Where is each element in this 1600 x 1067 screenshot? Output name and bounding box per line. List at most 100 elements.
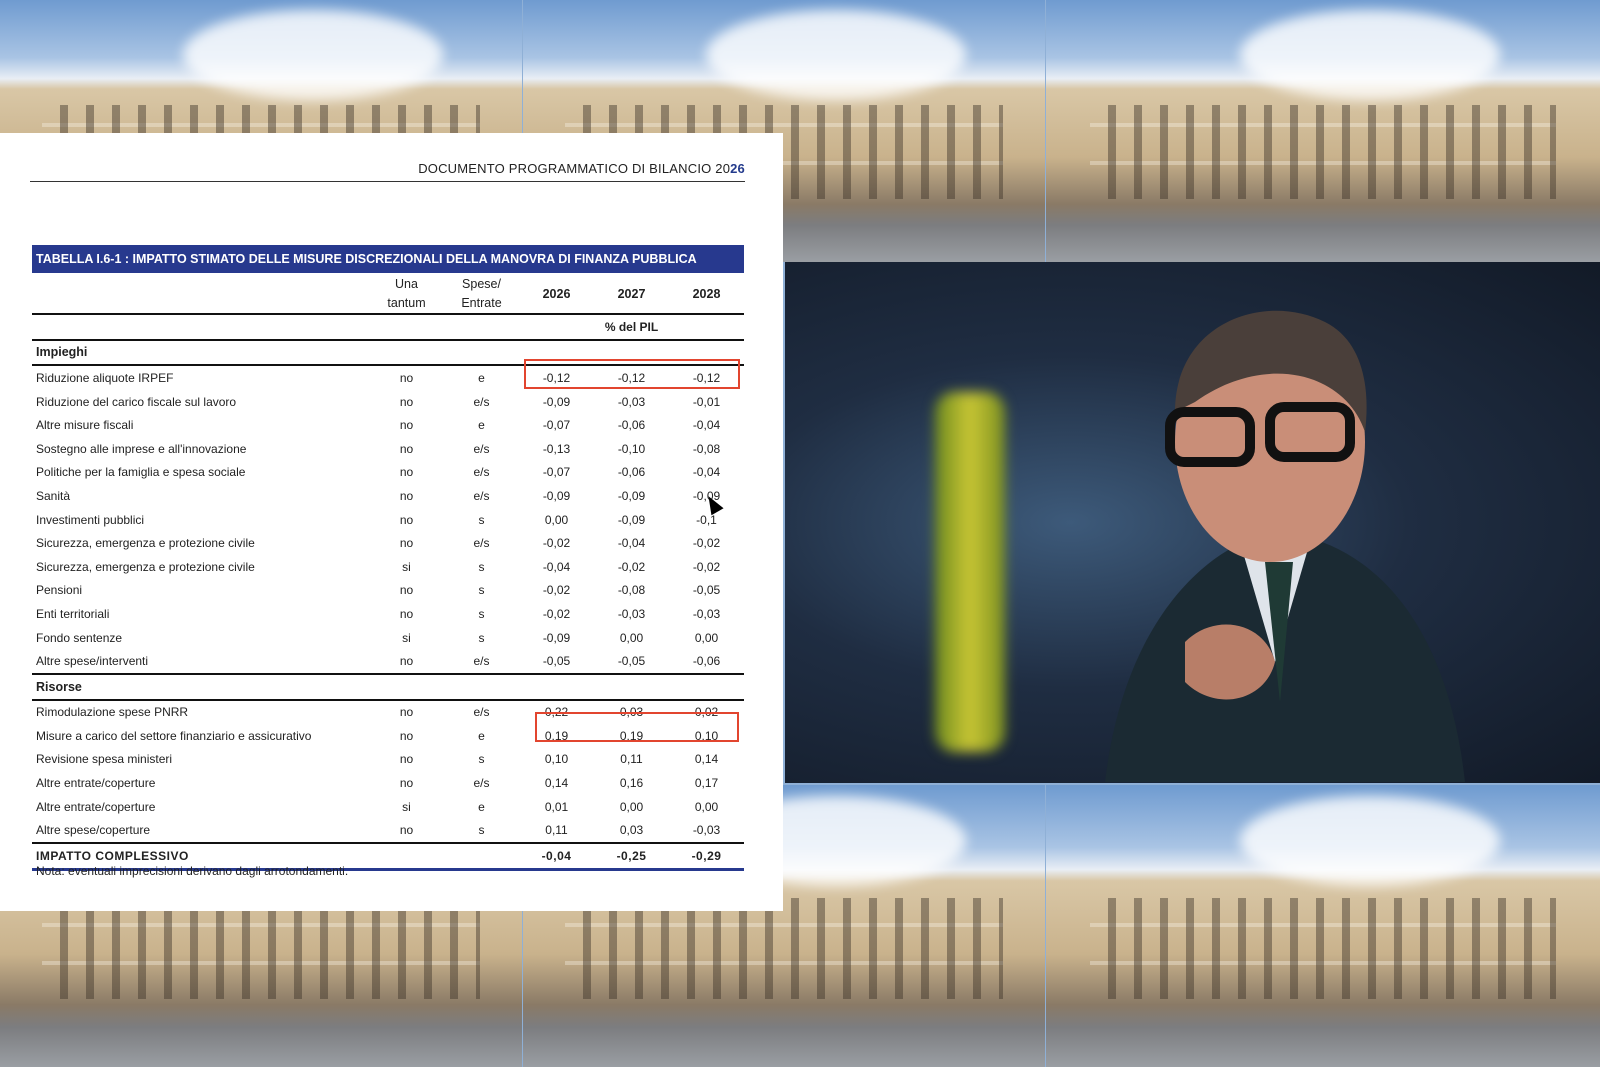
value-cell-2026: 0,00 bbox=[544, 512, 569, 527]
value-cell-2026: -0,07 bbox=[542, 465, 571, 480]
section-title: Impieghi bbox=[36, 345, 88, 360]
value-cell-2027: -0,12 bbox=[617, 370, 646, 385]
total-label: IMPATTO COMPLESSIVO bbox=[36, 848, 189, 863]
una-tantum-cell: si bbox=[402, 799, 411, 814]
spese-entrate-cell: e bbox=[478, 799, 485, 814]
spese-entrate-cell: e/s bbox=[473, 536, 490, 551]
value-cell-2028: 0,10 bbox=[694, 728, 719, 743]
value-cell-2028: -0,08 bbox=[692, 441, 721, 456]
value-cell-2028: -0,06 bbox=[692, 654, 721, 669]
row-label: Sicurezza, emergenza e protezione civile bbox=[36, 559, 255, 574]
value-cell-2028: 0,14 bbox=[694, 752, 719, 767]
una-tantum-cell: si bbox=[402, 630, 411, 645]
una-tantum-cell: si bbox=[402, 559, 411, 574]
una-tantum-cell: no bbox=[399, 823, 414, 838]
table-row: Sicurezza, emergenza e protezione civile… bbox=[32, 531, 744, 555]
value-cell-2027: 0,11 bbox=[620, 752, 643, 767]
table-row: Altre entrate/coperture no e/s 0,14 0,16 0,17 bbox=[32, 771, 744, 795]
total-row: IMPATTO COMPLESSIVO -0,04 -0,25 -0,29 bbox=[32, 843, 744, 870]
value-cell-2028: 0,17 bbox=[694, 776, 719, 791]
total-value-2027: -0,25 bbox=[616, 848, 647, 863]
value-cell-2026: -0,07 bbox=[542, 418, 571, 433]
value-cell-2026: -0,09 bbox=[542, 488, 571, 503]
table-row: Revisione spesa ministeri no s 0,10 0,11 0,14 bbox=[32, 748, 744, 772]
value-cell-2027: -0,02 bbox=[617, 559, 646, 574]
row-label: Altre spese/interventi bbox=[36, 654, 149, 669]
row-label: Investimenti pubblici bbox=[36, 512, 145, 527]
total-value-2026: -0,04 bbox=[541, 848, 572, 863]
row-label: Sicurezza, emergenza e protezione civile bbox=[36, 536, 255, 551]
row-label: Altre entrate/coperture bbox=[36, 776, 156, 791]
spese-entrate-cell: e/s bbox=[473, 441, 490, 456]
spese-entrate-cell: s bbox=[478, 630, 485, 645]
value-cell-2026: -0,13 bbox=[542, 441, 571, 456]
spese-entrate-cell: s bbox=[478, 512, 485, 527]
value-cell-2027: -0,04 bbox=[617, 536, 646, 551]
value-cell-2028: -0,02 bbox=[692, 559, 721, 574]
value-cell-2026: -0,02 bbox=[542, 536, 571, 551]
document-header-text: DOCUMENTO PROGRAMMATICO DI BILANCIO 20 bbox=[418, 161, 731, 176]
value-cell-2026: 0,01 bbox=[544, 799, 569, 814]
row-label: Altre spese/coperture bbox=[36, 823, 151, 838]
spese-entrate-cell: e/s bbox=[473, 776, 490, 791]
value-cell-2027: -0,03 bbox=[617, 394, 646, 409]
man-portrait-illustration bbox=[1105, 310, 1465, 782]
budget-document-page: DOCUMENTO PROGRAMMATICO DI BILANCIO 2026… bbox=[0, 133, 783, 911]
value-cell-2026: 0,19 bbox=[544, 728, 569, 743]
table-row: Riduzione aliquote IRPEF no e -0,12 -0,12 -0,… bbox=[32, 365, 744, 390]
unit-spacer bbox=[369, 314, 444, 340]
row-label: Misure a carico del settore finanziario … bbox=[36, 728, 312, 743]
value-cell-2027: 0,16 bbox=[619, 776, 644, 791]
spese-entrate-header: Spese/Entrate bbox=[461, 277, 502, 310]
value-cell-2027: -0,06 bbox=[617, 418, 646, 433]
row-label: Riduzione aliquote IRPEF bbox=[36, 370, 174, 385]
spese-entrate-cell: e bbox=[478, 370, 485, 385]
table-row: Sostegno alle imprese e all'innovazione n… bbox=[32, 437, 744, 461]
value-cell-2028: -0,09 bbox=[692, 488, 721, 503]
spese-entrate-cell: e/s bbox=[473, 488, 490, 503]
spese-entrate-cell: s bbox=[478, 823, 485, 838]
value-cell-2026: -0,04 bbox=[542, 559, 571, 574]
unit-spacer bbox=[444, 314, 519, 340]
value-cell-2028: -0,03 bbox=[692, 606, 721, 621]
value-cell-2026: 0,10 bbox=[544, 752, 569, 767]
table-row: Altre spese/coperture no s 0,11 0,03 -0,03 bbox=[32, 818, 744, 843]
value-cell-2028: -0,04 bbox=[692, 418, 721, 433]
table-note: Nota: eventuali imprecisioni derivano da… bbox=[36, 864, 349, 878]
year-header-2027: 2027 bbox=[617, 286, 646, 301]
flag-blur bbox=[935, 392, 1005, 752]
value-cell-2028: 0,00 bbox=[694, 630, 719, 645]
table-row: Investimenti pubblici no s 0,00 -0,09 -0,1 bbox=[32, 508, 744, 532]
highlight-box-financial-sector bbox=[535, 712, 739, 742]
value-cell-2028: -0,05 bbox=[692, 583, 721, 598]
value-cell-2027: -0,09 bbox=[617, 488, 646, 503]
una-tantum-cell: no bbox=[399, 654, 414, 669]
value-cell-2027: 0,19 bbox=[619, 728, 644, 743]
value-cell-2028: -0,02 bbox=[692, 536, 721, 551]
spese-entrate-cell: s bbox=[478, 583, 485, 598]
value-cell-2028: -0,03 bbox=[692, 823, 721, 838]
value-cell-2027: -0,06 bbox=[617, 465, 646, 480]
portrait-photo bbox=[785, 262, 1600, 783]
value-cell-2027: 0,03 bbox=[619, 823, 644, 838]
una-tantum-cell: no bbox=[399, 394, 414, 409]
una-tantum-cell: no bbox=[399, 536, 414, 551]
spese-entrate-cell: e/s bbox=[473, 394, 490, 409]
table-row: Altre misure fiscali no e -0,07 -0,06 -0,04 bbox=[32, 413, 744, 437]
value-cell-2027: -0,05 bbox=[617, 654, 646, 669]
value-cell-2028: -0,01 bbox=[692, 394, 721, 409]
una-tantum-cell: no bbox=[399, 752, 414, 767]
table-row: Altre entrate/coperture si e 0,01 0,00 0,00 bbox=[32, 795, 744, 819]
value-cell-2026: -0,12 bbox=[542, 370, 571, 385]
una-tantum-cell: no bbox=[399, 776, 414, 791]
spese-entrate-cell: s bbox=[478, 606, 485, 621]
value-cell-2028: 0,00 bbox=[694, 799, 719, 814]
total-value-2028: -0,29 bbox=[691, 848, 722, 863]
section-title: Risorse bbox=[36, 679, 82, 694]
row-label: Pensioni bbox=[36, 583, 83, 598]
una-tantum-header: Una tantum bbox=[387, 277, 426, 310]
value-cell-2027: 0,00 bbox=[619, 630, 644, 645]
document-header-year: 26 bbox=[730, 161, 745, 176]
row-label: Politiche per la famiglia e spesa social… bbox=[36, 465, 246, 480]
value-cell-2026: -0,05 bbox=[542, 654, 571, 669]
